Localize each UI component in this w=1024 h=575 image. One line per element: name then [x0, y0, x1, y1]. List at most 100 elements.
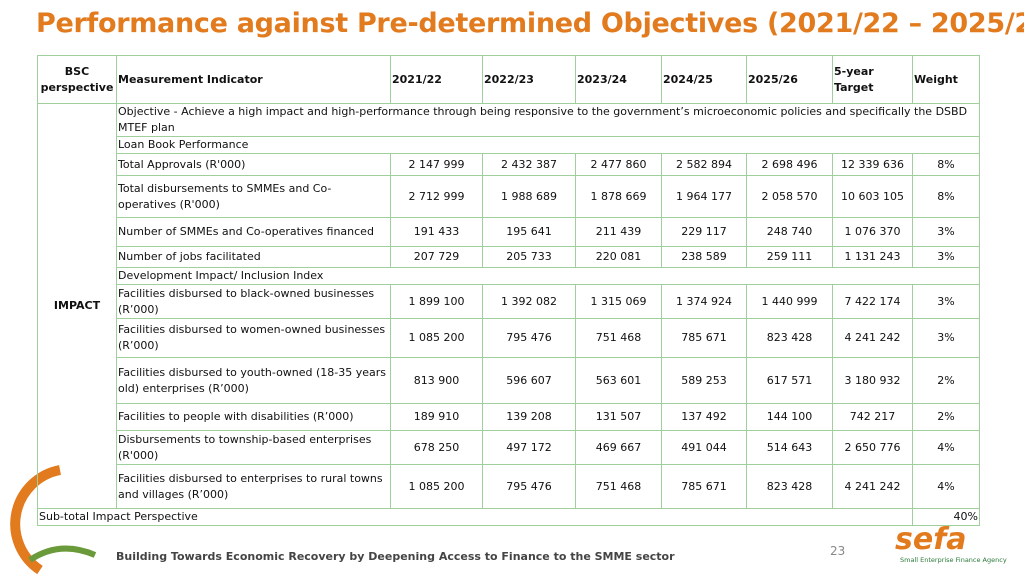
- value-cell: 1 392 082: [482, 284, 576, 319]
- indicator-cell: Facilities disbursed to youth-owned (18-…: [116, 357, 391, 404]
- title: Performance against Pre-determined Objec…: [36, 8, 1024, 39]
- header-cell: BSC perspective: [37, 55, 117, 104]
- value-cell: 1 076 370: [832, 217, 913, 247]
- value-cell: 8%: [912, 175, 980, 218]
- subtotal-value: 40%: [912, 508, 980, 526]
- value-cell: 2 432 387: [482, 153, 576, 176]
- value-cell: 678 250: [390, 430, 483, 465]
- value-cell: 10 603 105: [832, 175, 913, 218]
- value-cell: 207 729: [390, 246, 483, 268]
- section-cell: Objective - Achieve a high impact and hi…: [116, 103, 980, 137]
- value-cell: 2 650 776: [832, 430, 913, 465]
- value-cell: 229 117: [661, 217, 747, 247]
- value-cell: 2 147 999: [390, 153, 483, 176]
- value-cell: 189 910: [390, 403, 483, 431]
- header-cell: Weight: [912, 55, 980, 104]
- value-cell: 1 374 924: [661, 284, 747, 319]
- perspective-cell: IMPACT: [37, 103, 117, 509]
- indicator-cell: Disbursements to township-based enterpri…: [116, 430, 391, 465]
- value-cell: 2 582 894: [661, 153, 747, 176]
- table-row: Total disbursements to SMMEs and Co-oper…: [38, 175, 980, 218]
- value-cell: 2 712 999: [390, 175, 483, 218]
- table-row: Facilities disbursed to youth-owned (18-…: [38, 357, 980, 404]
- subtotal-label: Sub-total Impact Perspective: [37, 508, 913, 526]
- logo: sefa: [895, 522, 967, 557]
- value-cell: 617 571: [746, 357, 833, 404]
- table-row: Facilities disbursed to enterprises to r…: [38, 464, 980, 509]
- footer-text: Building Towards Economic Recovery by De…: [116, 550, 675, 563]
- value-cell: 823 428: [746, 464, 833, 509]
- value-cell: 751 468: [575, 464, 662, 509]
- value-cell: 248 740: [746, 217, 833, 247]
- value-cell: 3 180 932: [832, 357, 913, 404]
- value-cell: 4%: [912, 430, 980, 465]
- value-cell: 497 172: [482, 430, 576, 465]
- value-cell: 2%: [912, 357, 980, 404]
- table-row: Number of SMMEs and Co-operatives financ…: [38, 217, 980, 247]
- value-cell: 137 492: [661, 403, 747, 431]
- header-cell: 2024/25: [661, 55, 747, 104]
- value-cell: 2 477 860: [575, 153, 662, 176]
- header-row: BSC perspective Measurement Indicator 2021…: [37, 55, 980, 104]
- value-cell: 1 315 069: [575, 284, 662, 319]
- value-cell: 2%: [912, 403, 980, 431]
- objectives-table: BSC perspective Measurement Indicator 2021…: [37, 55, 980, 526]
- value-cell: 144 100: [746, 403, 833, 431]
- table-row: Facilities disbursed to women-owned busi…: [38, 318, 980, 358]
- header-cell: 2025/26: [746, 55, 833, 104]
- header-cell: 5-year Target: [832, 55, 913, 104]
- value-cell: 195 641: [482, 217, 576, 247]
- value-cell: 238 589: [661, 246, 747, 268]
- value-cell: 785 671: [661, 318, 747, 358]
- value-cell: 785 671: [661, 464, 747, 509]
- value-cell: 211 439: [575, 217, 662, 247]
- value-cell: 1 085 200: [390, 464, 483, 509]
- value-cell: 259 111: [746, 246, 833, 268]
- header-cell: 2021/22: [390, 55, 483, 104]
- value-cell: 4%: [912, 464, 980, 509]
- value-cell: 3%: [912, 284, 980, 319]
- table-row: Development Impact/ Inclusion Index: [38, 267, 980, 285]
- value-cell: 3%: [912, 318, 980, 358]
- value-cell: 205 733: [482, 246, 576, 268]
- header-cell: 2022/23: [482, 55, 576, 104]
- page-number: 23: [830, 544, 846, 558]
- value-cell: 514 643: [746, 430, 833, 465]
- value-cell: 131 507: [575, 403, 662, 431]
- value-cell: 491 044: [661, 430, 747, 465]
- value-cell: 1 440 999: [746, 284, 833, 319]
- value-cell: 8%: [912, 153, 980, 176]
- indicator-cell: Total Approvals (R'000): [116, 153, 391, 176]
- value-cell: 795 476: [482, 318, 576, 358]
- value-cell: 4 241 242: [832, 464, 913, 509]
- indicator-cell: Facilities to people with disabilities (…: [116, 403, 391, 431]
- value-cell: 1 131 243: [832, 246, 913, 268]
- value-cell: 3%: [912, 217, 980, 247]
- value-cell: 795 476: [482, 464, 576, 509]
- value-cell: 2 698 496: [746, 153, 833, 176]
- subtotal-row: Sub-total Impact Perspective 40%: [37, 508, 980, 526]
- value-cell: 1 085 200: [390, 318, 483, 358]
- value-cell: 220 081: [575, 246, 662, 268]
- value-cell: 7 422 174: [832, 284, 913, 319]
- indicator-cell: Total disbursements to SMMEs and Co-oper…: [116, 175, 391, 218]
- value-cell: 3%: [912, 246, 980, 268]
- section-cell: Loan Book Performance: [116, 136, 980, 154]
- section-cell: Development Impact/ Inclusion Index: [116, 267, 980, 285]
- value-cell: 469 667: [575, 430, 662, 465]
- table-row: Total Approvals (R'000) 2 147 999 2 432 38…: [38, 153, 980, 176]
- value-cell: 12 339 636: [832, 153, 913, 176]
- value-cell: 742 217: [832, 403, 913, 431]
- value-cell: 4 241 242: [832, 318, 913, 358]
- value-cell: 596 607: [482, 357, 576, 404]
- table-row: IMPACT Objective - Achieve a high impact …: [37, 103, 980, 509]
- value-cell: 589 253: [661, 357, 747, 404]
- value-cell: 1 964 177: [661, 175, 747, 218]
- value-cell: 139 208: [482, 403, 576, 431]
- value-cell: 563 601: [575, 357, 662, 404]
- table-row: Loan Book Performance: [38, 136, 980, 154]
- value-cell: 751 468: [575, 318, 662, 358]
- logo-subtitle: Small Enterprise Finance Agency: [900, 556, 1007, 564]
- indicator-cell: Facilities disbursed to women-owned busi…: [116, 318, 391, 358]
